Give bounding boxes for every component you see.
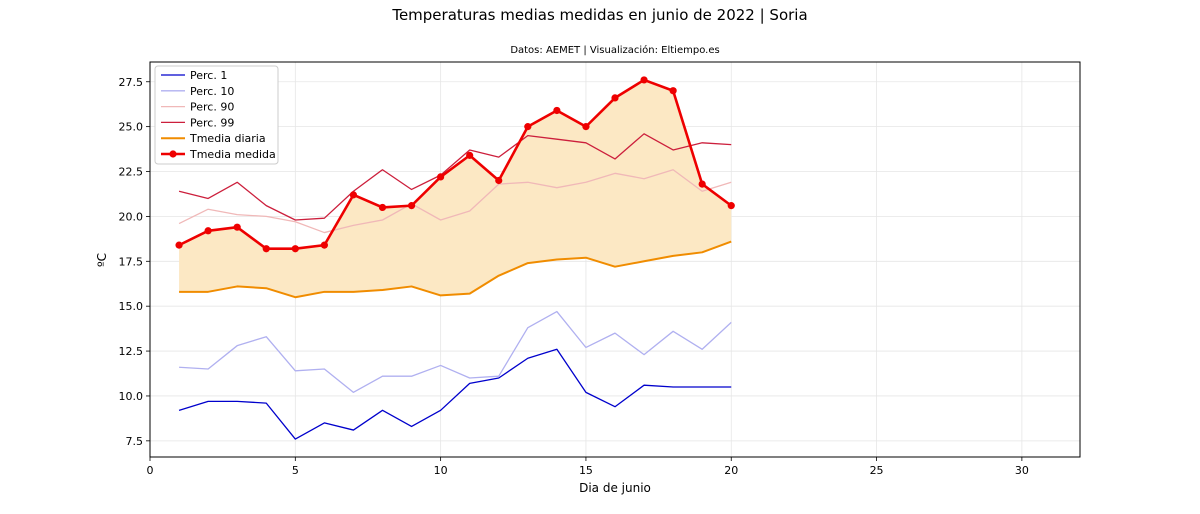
data-point-tmedia-medida — [524, 123, 532, 131]
x-tick-label: 20 — [724, 464, 738, 477]
data-point-tmedia-medida — [262, 245, 270, 253]
series-line-perc-1 — [178, 348, 732, 440]
data-point-tmedia-medida — [466, 151, 474, 159]
x-tick-label: 30 — [1015, 464, 1029, 477]
y-tick-label: 12.5 — [119, 345, 144, 358]
y-tick-label: 7.5 — [126, 435, 144, 448]
data-point-tmedia-medida — [349, 191, 358, 199]
data-point-tmedia-medida — [669, 87, 677, 95]
fill-between-area — [179, 79, 732, 298]
y-tick-label: 17.5 — [119, 255, 144, 268]
x-tick-label: 10 — [434, 464, 448, 477]
data-point-tmedia-medida — [495, 176, 503, 185]
data-point-tmedia-medida — [175, 241, 183, 249]
y-axis-label: ºC — [95, 253, 109, 267]
series-line-tmedia-medida — [178, 78, 733, 251]
axis-ticks: 0 5 10 15 20 25 30 7.5 10.0 12.5 15.0 17.5 20.0 22.5 2… — [119, 76, 1029, 477]
plot-frame — [149, 61, 1081, 458]
x-tick-label: 5 — [292, 464, 299, 477]
x-tick-label: 15 — [579, 464, 593, 477]
legend-box — [154, 65, 279, 165]
data-point-tmedia-medida — [727, 202, 735, 210]
data-point-tmedia-medida — [378, 203, 387, 212]
data-point-tmedia-medida — [611, 94, 619, 102]
y-tick-label: 10.0 — [119, 390, 144, 403]
series-line-tmedia-diaria — [179, 240, 732, 299]
legend-label-tmedia-medida: Tmedia medida — [189, 148, 276, 161]
chart-subtitle: Datos: AEMET | Visualización: Eltiempo.e… — [510, 45, 720, 56]
series-line-perc-10 — [179, 310, 732, 394]
data-point-tmedia-medida — [553, 106, 561, 115]
legend-label-perc-10: Perc. 10 — [190, 85, 234, 98]
data-point-tmedia-medida — [233, 223, 241, 231]
series-line-perc-90 — [178, 169, 732, 234]
chart-title: Temperaturas medias medidas en junio de … — [392, 6, 808, 24]
x-tick-label: 25 — [870, 464, 884, 477]
x-tick-label: 0 — [147, 464, 154, 477]
legend-label-perc-99: Perc. 99 — [190, 116, 234, 129]
y-tick-label: 27.5 — [119, 76, 144, 89]
data-point-tmedia-medida — [204, 227, 212, 235]
data-point-tmedia-medida — [582, 123, 590, 131]
data-point-tmedia-medida — [437, 173, 445, 181]
series-line-perc-99 — [178, 133, 732, 221]
legend-label-tmedia-diaria: Tmedia diaria — [189, 132, 266, 145]
legend-label-perc-1: Perc. 1 — [190, 69, 227, 82]
y-tick-label: 22.5 — [119, 166, 144, 179]
legend-marker-tmedia-medida — [169, 150, 177, 158]
series-layer — [175, 76, 735, 440]
y-tick-label: 20.0 — [119, 210, 144, 223]
data-point-tmedia-medida — [291, 245, 299, 253]
data-point-tmedia-medida — [320, 241, 328, 249]
data-point-tmedia-medida — [407, 202, 416, 210]
x-axis-label: Dia de junio — [579, 481, 651, 495]
data-point-tmedia-medida — [640, 76, 648, 84]
y-tick-label: 15.0 — [119, 300, 144, 313]
data-point-tmedia-medida — [698, 180, 706, 188]
legend: Perc. 1 Perc. 10 Perc. 90 Perc. 99 Tmedia di… — [154, 65, 279, 165]
y-tick-label: 25.0 — [119, 121, 144, 134]
legend-label-perc-90: Perc. 90 — [190, 101, 234, 114]
